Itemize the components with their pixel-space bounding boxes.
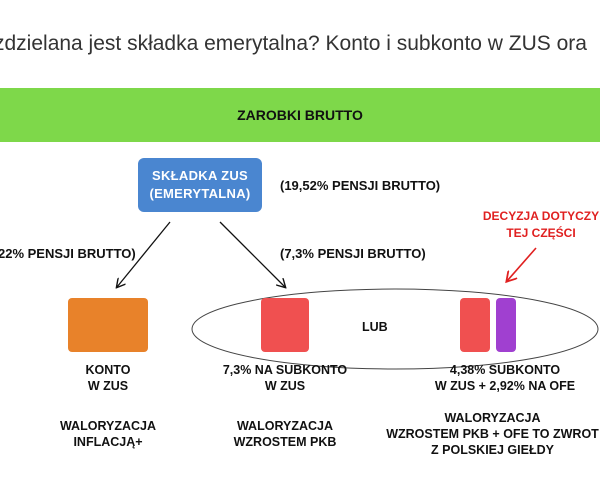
zus-contribution-line1: SKŁADKA ZUS	[152, 168, 248, 183]
account-title-line2: W ZUS	[87, 379, 129, 393]
decision-note-line1: DECYZJA DOTYCZY	[482, 209, 600, 223]
or-label: LUB	[362, 320, 388, 334]
subaccount-ofe-title-line2: W ZUS + 2,92% NA OFE	[434, 379, 576, 393]
account-valorization-line2: INFLACJĄ+	[73, 435, 143, 449]
subaccount-ofe-valorization: WALORYZACJA WZROSTEM PKB + OFE TO ZWROT …	[385, 410, 600, 458]
subaccount-ofe-title: 4,38% SUBKONTO W ZUS + 2,92% NA OFE	[410, 362, 600, 394]
subaccount-valorization-line2: WZROSTEM PKB	[233, 435, 337, 449]
zus-contribution-box: SKŁADKA ZUS (EMERYTALNA)	[138, 158, 262, 212]
options-ellipse	[191, 288, 599, 370]
arrow-to-subaccount	[219, 221, 285, 287]
subaccount-rect-red	[460, 298, 490, 352]
page-title: zdzielana jest składka emerytalna? Konto…	[0, 32, 587, 55]
account-rect-orange	[68, 298, 148, 352]
subaccount-ofe-valorization-line2: WZROSTEM PKB + OFE TO ZWROT	[386, 427, 599, 441]
account-valorization-line1: WALORYZACJA	[59, 419, 157, 433]
decision-note: DECYZJA DOTYCZY TEJ CZĘŚCI	[466, 208, 600, 242]
subaccount-ofe-valorization-line1: WALORYZACJA	[444, 411, 541, 425]
zus-contribution-line2: (EMERYTALNA)	[149, 186, 251, 201]
subaccount-ofe-title-line1: 4,38% SUBKONTO	[449, 363, 561, 377]
subaccount-title-line1: 7,3% NA SUBKONTO	[222, 363, 348, 377]
decision-note-line2: TEJ CZĘŚCI	[506, 226, 576, 240]
subaccount-valorization: WALORYZACJA WZROSTEM PKB	[205, 418, 365, 450]
subaccount-valorization-line1: WALORYZACJA	[236, 419, 334, 433]
left-branch-percent-label: 22% PENSJI BRUTTO)	[0, 246, 136, 261]
gross-earnings-banner: ZAROBKI BRUTTO	[0, 88, 600, 142]
decision-arrow	[507, 247, 537, 281]
account-title-line1: KONTO	[85, 363, 131, 377]
subaccount-rect-red	[261, 298, 309, 352]
subaccount-ofe-valorization-line3: Z POLSKIEJ GIEŁDY	[431, 443, 554, 457]
contribution-percent-label: (19,52% PENSJI BRUTTO)	[280, 178, 441, 193]
gross-earnings-label: ZAROBKI BRUTTO	[237, 107, 363, 123]
subaccount-title: 7,3% NA SUBKONTO W ZUS	[205, 362, 365, 394]
right-branch-percent-label: (7,3% PENSJI BRUTTO)	[280, 246, 426, 261]
account-title: KONTO W ZUS	[48, 362, 168, 394]
ofe-rect-purple	[496, 298, 516, 352]
account-valorization: WALORYZACJA INFLACJĄ+	[48, 418, 168, 450]
subaccount-title-line2: W ZUS	[264, 379, 306, 393]
